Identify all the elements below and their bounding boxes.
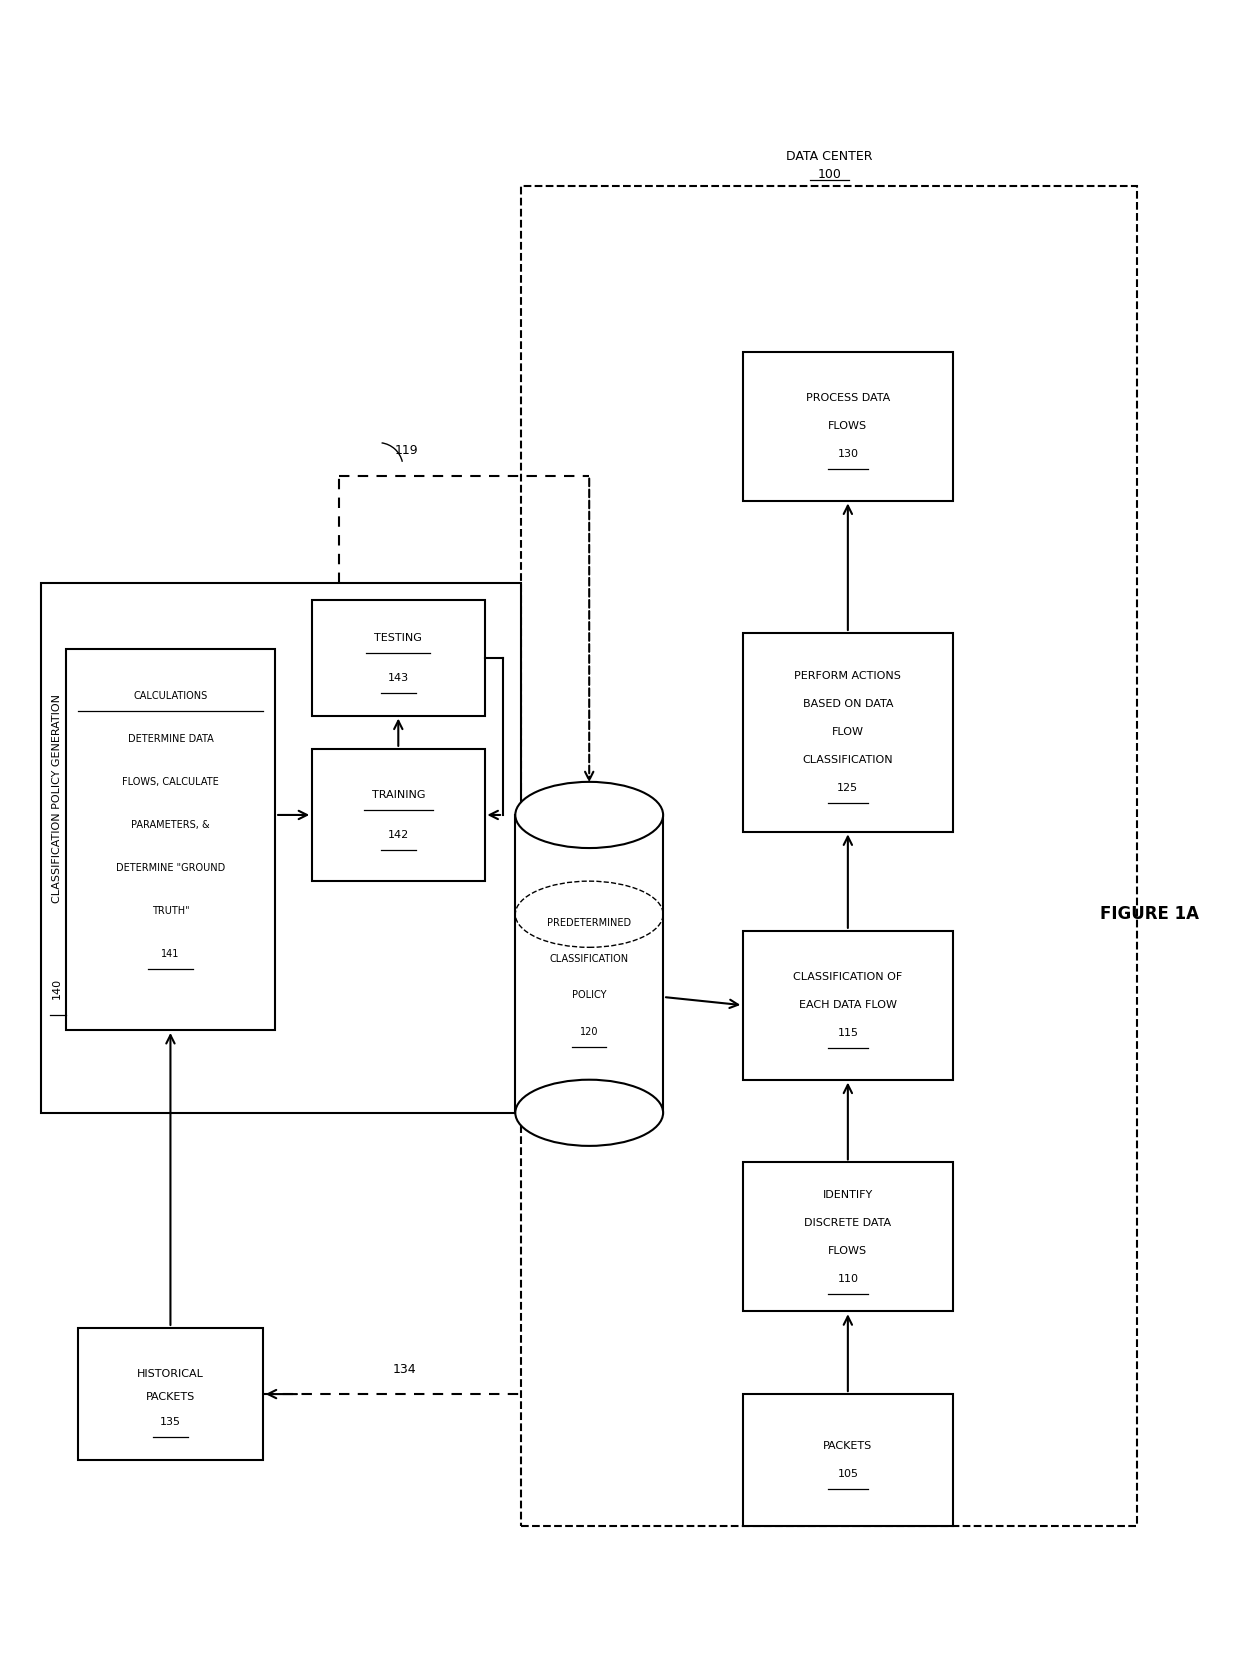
- Text: DISCRETE DATA: DISCRETE DATA: [805, 1217, 892, 1227]
- Text: 120: 120: [580, 1026, 599, 1036]
- FancyBboxPatch shape: [743, 931, 952, 1079]
- Text: DETERMINE "GROUND: DETERMINE "GROUND: [115, 863, 226, 873]
- Ellipse shape: [516, 782, 663, 848]
- Text: 105: 105: [837, 1470, 858, 1480]
- Text: FLOWS, CALCULATE: FLOWS, CALCULATE: [122, 777, 218, 787]
- Text: DATA CENTER: DATA CENTER: [786, 150, 873, 163]
- Text: 130: 130: [837, 449, 858, 459]
- Text: PREDETERMINED: PREDETERMINED: [547, 918, 631, 928]
- Text: PARAMETERS, &: PARAMETERS, &: [131, 820, 210, 830]
- Text: FLOW: FLOW: [832, 727, 864, 737]
- Text: 100: 100: [817, 168, 841, 181]
- Text: TESTING: TESTING: [374, 634, 423, 644]
- Text: EACH DATA FLOW: EACH DATA FLOW: [799, 999, 897, 1009]
- FancyBboxPatch shape: [743, 1394, 952, 1527]
- Text: 141: 141: [161, 950, 180, 960]
- Ellipse shape: [516, 1079, 663, 1146]
- FancyBboxPatch shape: [743, 634, 952, 832]
- FancyBboxPatch shape: [78, 1327, 263, 1460]
- Text: POLICY: POLICY: [572, 989, 606, 1001]
- FancyBboxPatch shape: [312, 748, 485, 881]
- Text: BASED ON DATA: BASED ON DATA: [802, 698, 893, 708]
- Text: PACKETS: PACKETS: [823, 1442, 873, 1452]
- Text: FLOWS: FLOWS: [828, 1246, 868, 1256]
- Text: 134: 134: [393, 1362, 417, 1375]
- Text: 119: 119: [394, 444, 418, 457]
- Text: FIGURE 1A: FIGURE 1A: [1100, 905, 1199, 923]
- FancyBboxPatch shape: [743, 1162, 952, 1312]
- Text: CALCULATIONS: CALCULATIONS: [134, 690, 207, 700]
- Text: TRAINING: TRAINING: [372, 790, 425, 800]
- FancyBboxPatch shape: [41, 584, 522, 1113]
- Text: PROCESS DATA: PROCESS DATA: [806, 392, 890, 402]
- FancyBboxPatch shape: [743, 351, 952, 501]
- FancyBboxPatch shape: [516, 815, 663, 1113]
- Text: HISTORICAL: HISTORICAL: [136, 1369, 203, 1379]
- Text: TRUTH": TRUTH": [151, 906, 190, 916]
- Text: 142: 142: [388, 830, 409, 840]
- Text: FLOWS: FLOWS: [828, 421, 868, 431]
- Text: PERFORM ACTIONS: PERFORM ACTIONS: [795, 670, 901, 680]
- Text: CLASSIFICATION OF: CLASSIFICATION OF: [794, 973, 903, 983]
- Text: 135: 135: [160, 1417, 181, 1427]
- Text: IDENTIFY: IDENTIFY: [822, 1189, 873, 1199]
- Text: 143: 143: [388, 672, 409, 682]
- Text: CLASSIFICATION POLICY GENERATION: CLASSIFICATION POLICY GENERATION: [52, 693, 62, 903]
- FancyBboxPatch shape: [66, 650, 275, 1029]
- FancyBboxPatch shape: [522, 186, 1137, 1527]
- Text: PACKETS: PACKETS: [146, 1392, 195, 1402]
- Text: 140: 140: [52, 978, 62, 999]
- Text: DETERMINE DATA: DETERMINE DATA: [128, 733, 213, 743]
- Text: 110: 110: [837, 1274, 858, 1284]
- Text: CLASSIFICATION: CLASSIFICATION: [802, 755, 893, 765]
- FancyBboxPatch shape: [312, 600, 485, 715]
- Text: 115: 115: [837, 1028, 858, 1038]
- Text: CLASSIFICATION: CLASSIFICATION: [549, 955, 629, 965]
- Text: 125: 125: [837, 783, 858, 793]
